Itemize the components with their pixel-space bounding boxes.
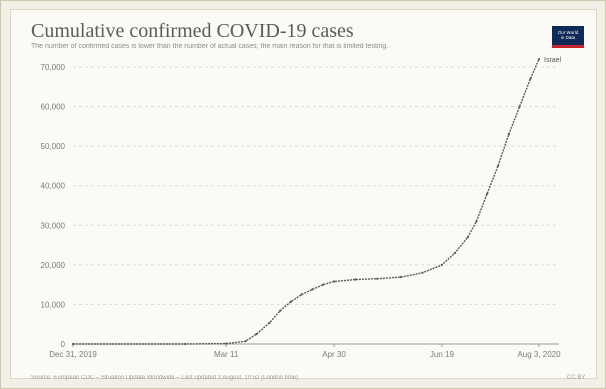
data-point	[279, 309, 282, 312]
data-point	[311, 288, 314, 291]
chart-subtitle: The number of confirmed cases is lower t…	[31, 43, 389, 50]
data-point	[255, 333, 258, 336]
data-point	[475, 220, 478, 223]
data-point	[421, 271, 424, 274]
line-chart: 0 10,000 20,000 30,000 40,000 50,000 60,000 70,…	[41, 57, 562, 359]
x-tick-label: Aug 3, 2020	[517, 350, 561, 359]
data-point	[537, 57, 541, 61]
data-point	[399, 276, 403, 279]
y-tick-label: 60,000	[41, 103, 66, 112]
y-tick-label: 40,000	[41, 182, 66, 191]
data-point	[496, 164, 500, 168]
source-note: Source: European CDC – Situation Update …	[31, 375, 299, 381]
chart-title: Cumulative confirmed COVID-19 cases	[31, 20, 354, 42]
data-point	[184, 342, 187, 346]
data-point	[268, 321, 271, 325]
data-point	[244, 340, 247, 343]
data-point	[507, 133, 510, 136]
data-point	[376, 277, 379, 280]
data-point	[354, 278, 357, 281]
y-tick-label: 70,000	[41, 63, 66, 72]
data-point	[486, 192, 489, 195]
data-point	[332, 280, 336, 283]
series-label: Israel	[544, 57, 562, 64]
y-tick-label: 0	[61, 340, 66, 349]
data-point	[518, 105, 521, 108]
x-tick-label: Mar 11	[214, 350, 239, 359]
data-point	[225, 342, 228, 345]
y-tick-label: 10,000	[41, 300, 66, 309]
x-tick-label: Jun 19	[430, 350, 455, 359]
data-point	[300, 293, 303, 296]
x-tick-label: Apr 30	[322, 350, 346, 359]
data-point	[529, 77, 532, 80]
chart-card: Cumulative confirmed COVID-19 cases The …	[10, 9, 597, 381]
series-line	[73, 58, 540, 345]
our-world-in-data-logo[interactable]: Our World in Data	[552, 26, 584, 48]
y-tick-label: 30,000	[41, 221, 66, 230]
data-point	[322, 283, 325, 286]
license-link[interactable]: CC BY	[567, 375, 586, 381]
data-point	[71, 342, 75, 346]
y-tick-label: 20,000	[41, 261, 66, 270]
data-point	[289, 300, 292, 303]
y-tick-label: 50,000	[41, 142, 66, 151]
data-point	[440, 263, 444, 266]
x-tick-label: Dec 31, 2019	[49, 350, 97, 359]
data-point	[466, 236, 469, 239]
data-point	[453, 251, 456, 255]
